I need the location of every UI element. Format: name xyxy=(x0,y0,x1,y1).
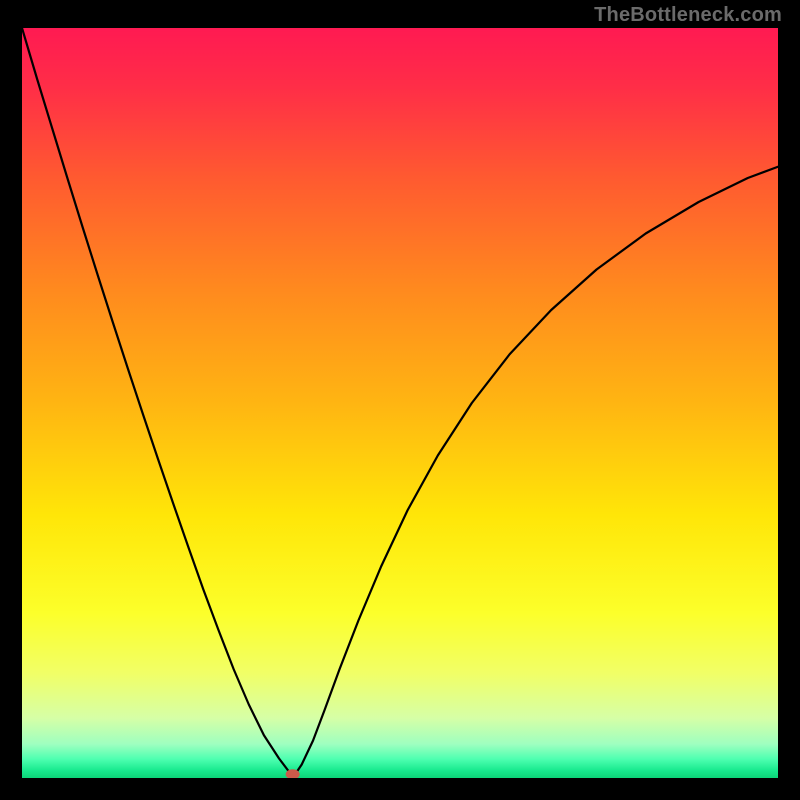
plot-area xyxy=(22,28,778,778)
chart-container: TheBottleneck.com xyxy=(0,0,800,800)
watermark-text: TheBottleneck.com xyxy=(594,4,782,27)
bottleneck-curve-chart xyxy=(22,28,778,778)
gradient-background xyxy=(22,28,778,778)
